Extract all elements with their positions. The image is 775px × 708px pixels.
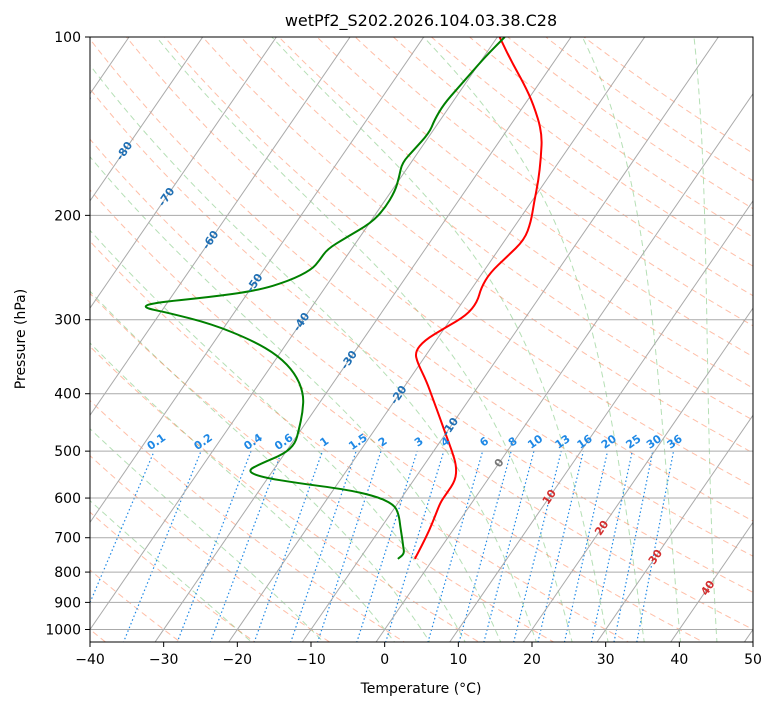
x-tick-label: 20 — [523, 652, 541, 668]
mixing-ratio-line — [209, 450, 283, 642]
plot-area: -100-90-80-70-60-50-40-30-20-10010203040… — [90, 37, 753, 642]
dry-adiabat-line — [354, 37, 753, 327]
dry-adiabat-line — [240, 37, 753, 421]
x-tick-label: 30 — [597, 652, 615, 668]
dry-adiabat-line — [163, 37, 753, 488]
dry-adiabat-line — [90, 455, 331, 642]
isotherm-line — [90, 37, 425, 524]
isotherm-line — [154, 37, 572, 642]
mixing-ratio-line — [458, 450, 512, 642]
dewpoint-profile-line — [144, 37, 506, 560]
dry-adiabat-line — [506, 37, 753, 210]
y-tick-label: 500 — [54, 444, 81, 460]
mixing-ratio-line — [636, 451, 675, 642]
moist-adiabat-line — [90, 64, 537, 642]
chart-title: wetPf2_S202.2026.104.03.38.C28 — [285, 11, 557, 31]
dry-adiabat-line — [392, 37, 753, 297]
moist-adiabat-line — [271, 37, 609, 642]
x-axis-ticks: −40 −30 −20 −10 0 10 20 30 40 50 — [75, 642, 762, 668]
x-tick-label: 40 — [670, 652, 688, 668]
dry-adiabat-line — [468, 37, 753, 238]
y-tick-label: 100 — [54, 30, 81, 46]
dry-adiabat-line — [316, 37, 753, 358]
mixing-ratio-line — [513, 450, 562, 642]
temperature-profile-line — [413, 37, 543, 560]
x-tick-label: −10 — [296, 652, 326, 668]
x-axis-label: Temperature (°C) — [360, 681, 482, 697]
mixing-ratio-line — [122, 450, 202, 642]
x-tick-label: −40 — [75, 652, 105, 668]
isotherms — [90, 37, 753, 642]
moist-adiabat-line — [155, 37, 573, 642]
dry-adiabat-line — [90, 88, 753, 593]
mixing-ratio-line — [356, 450, 418, 642]
y-tick-label: 1000 — [45, 623, 81, 639]
dry-adiabat-line — [90, 38, 753, 557]
isotherm-line — [670, 521, 753, 642]
y-tick-label: 700 — [54, 531, 81, 547]
dry-adiabat-line — [278, 37, 753, 389]
isotherm-line — [301, 37, 719, 642]
mixing-ratio-line — [613, 451, 654, 642]
dry-adiabat-line — [90, 292, 555, 642]
y-tick-label: 900 — [54, 595, 81, 611]
mixing-ratio-line — [537, 451, 584, 642]
pressure-grid — [90, 37, 753, 630]
moist-adiabat-line — [90, 229, 466, 642]
dry-adiabats — [90, 37, 753, 642]
y-tick-label: 600 — [54, 491, 81, 507]
isotherm-line — [522, 307, 753, 642]
moist-adiabat-line — [90, 342, 396, 642]
dry-adiabat-line — [90, 240, 630, 642]
dry-adiabat-line — [90, 189, 705, 642]
mixing-ratio-line — [590, 451, 633, 642]
moist-adiabat-line — [90, 156, 502, 642]
dry-adiabat-line — [202, 37, 753, 454]
x-tick-label: −30 — [149, 652, 179, 668]
x-tick-label: 0 — [380, 652, 389, 668]
moist-adiabat-line — [581, 37, 682, 642]
moist-adiabat-line — [422, 37, 645, 642]
dry-adiabat-line — [90, 511, 256, 642]
mixing-ratio-lines — [90, 450, 675, 642]
isotherm-line — [90, 37, 277, 309]
y-tick-label: 800 — [54, 565, 81, 581]
isotherm-line — [90, 37, 204, 202]
isotherm-line — [90, 37, 498, 631]
isotherm-line — [596, 414, 753, 642]
dry-adiabat-line — [90, 345, 480, 642]
y-tick-label: 400 — [54, 387, 81, 403]
isotherm-line — [228, 37, 646, 642]
x-tick-label: −20 — [223, 652, 253, 668]
series-lines — [144, 37, 543, 560]
y-tick-label: 200 — [54, 208, 81, 224]
y-tick-label: 300 — [54, 313, 81, 329]
isotherm-line — [449, 200, 753, 642]
dry-adiabat-line — [125, 37, 753, 522]
isotherm-line — [90, 37, 351, 417]
mixing-ratio-line — [176, 450, 252, 642]
isotherm-line — [375, 92, 753, 642]
x-tick-label: 50 — [744, 652, 762, 668]
mixing-ratio-line — [385, 450, 445, 642]
y-axis-ticks: 100 200 300 400 500 600 700 800 900 1000 — [45, 30, 90, 639]
moist-adiabat-line — [693, 37, 718, 642]
dry-adiabat-line — [583, 37, 753, 154]
mixing-ratio-line — [483, 450, 535, 642]
plot-frame — [89, 36, 754, 643]
x-tick-label: 10 — [449, 652, 467, 668]
y-axis-label: Pressure (hPa) — [13, 289, 29, 389]
dry-adiabat-line — [90, 399, 406, 642]
